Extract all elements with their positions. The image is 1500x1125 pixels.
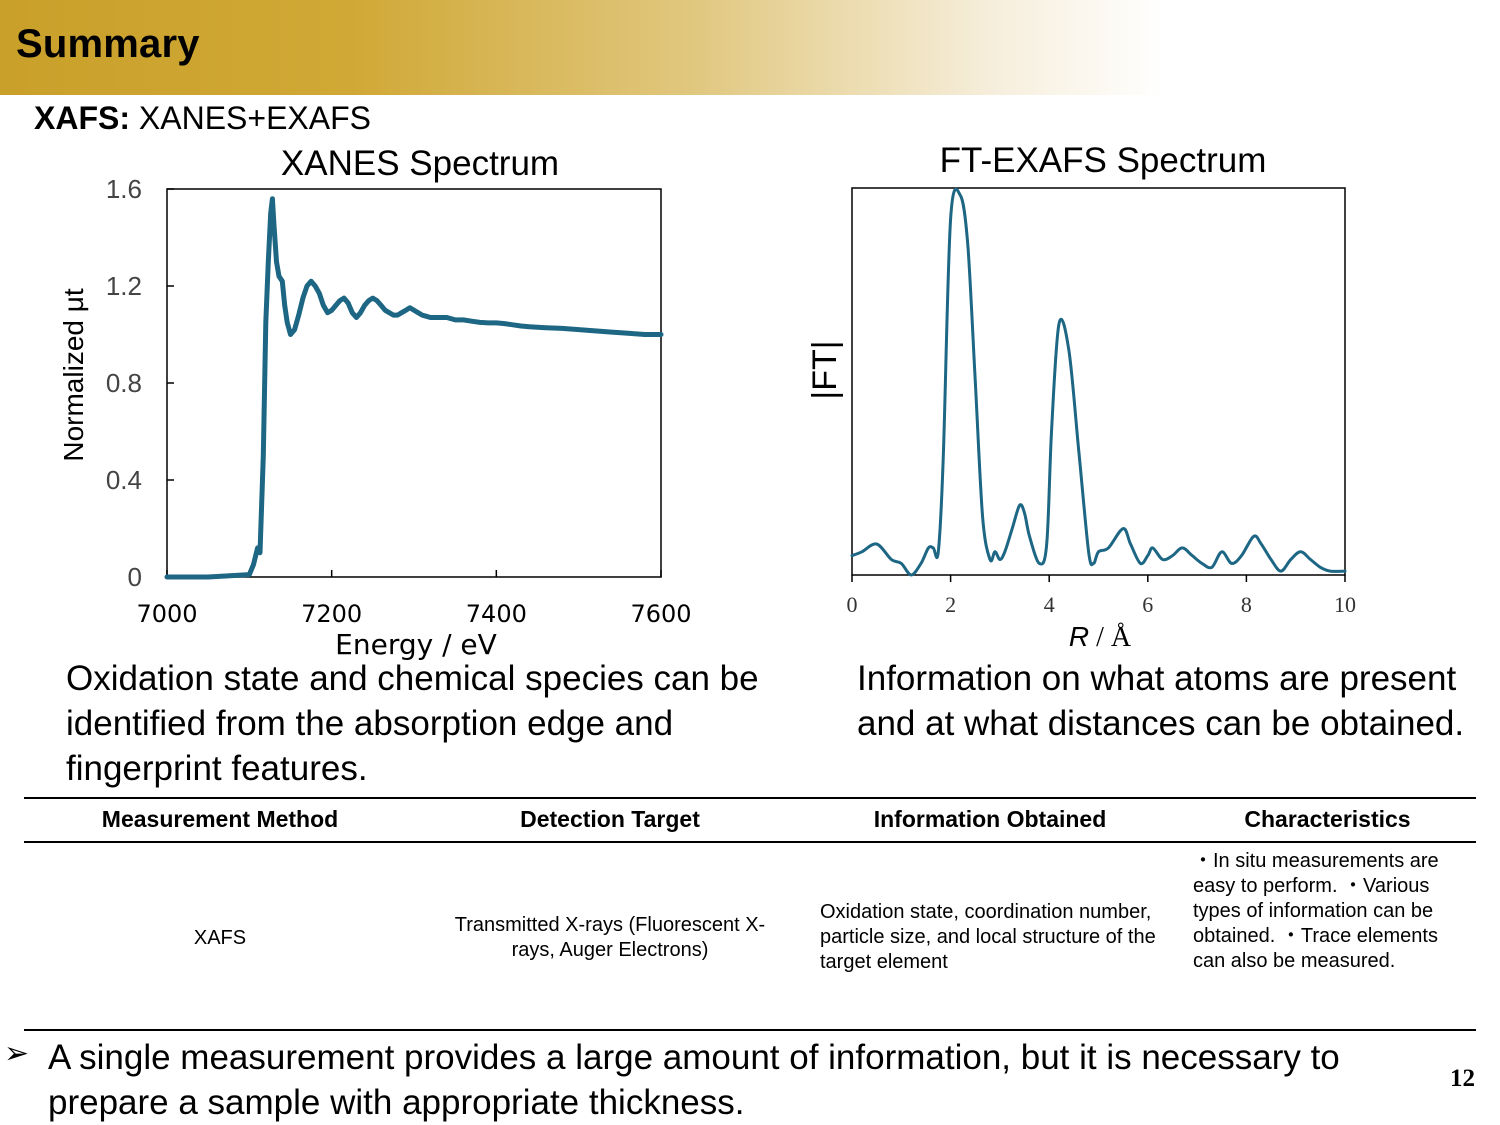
ftexafs-title: FT-EXAFS Spectrum <box>940 141 1267 180</box>
xanes-x-tick-label: 7600 <box>630 600 691 628</box>
xanes-y-tick-label: 1.6 <box>106 174 142 204</box>
charts-canvas: XANES Spectrum 7000 7200 7400 7600 0 0.4 0.8 1… <box>58 141 1356 660</box>
ftexafs-y-label: |FT| <box>806 340 844 399</box>
ftexafs-x-ticks: 0 2 4 6 8 10 <box>847 575 1356 617</box>
ftexafs-plot-frame <box>851 187 1346 576</box>
ftexafs-x-tick-label: 4 <box>1044 592 1055 617</box>
subtitle: XAFS: XANES+EXAFS <box>34 100 371 137</box>
ftexafs-x-tick-label: 10 <box>1334 592 1356 617</box>
slide-title: Summary <box>16 22 200 66</box>
subtitle-bold: XAFS: <box>34 100 130 136</box>
xanes-y-tick-label: 0.4 <box>106 465 142 495</box>
xanes-x-label: Energy / eV <box>335 628 497 660</box>
xanes-series-line <box>164 196 664 580</box>
xanes-y-ticks: 0 0.4 0.8 1.2 1.6 <box>106 174 174 592</box>
ftexafs-chart: FT-EXAFS Spectrum 0 2 4 6 8 10 R / Å |FT| <box>806 141 1356 653</box>
xanes-x-tick-label: 7400 <box>466 600 527 628</box>
xanes-plot-frame <box>166 188 662 578</box>
table-header-target: Detection Target <box>520 806 700 832</box>
xanes-y-tick-label: 1.2 <box>106 271 142 301</box>
ftexafs-x-label-italic: R <box>1069 621 1089 652</box>
ftexafs-series-line <box>850 187 1347 577</box>
ftexafs-x-tick-label: 0 <box>847 592 858 617</box>
table-cell-target: Transmitted X-rays (Fluorescent X-rays, … <box>454 914 766 961</box>
table-bottom-rule <box>24 1029 1476 1031</box>
ftexafs-x-tick-label: 8 <box>1241 592 1252 617</box>
xanes-x-tick-label: 7200 <box>301 600 362 628</box>
xanes-title: XANES Spectrum <box>281 144 559 183</box>
ftexafs-x-tick-label: 2 <box>945 592 956 617</box>
ftexafs-x-tick-label: 6 <box>1142 592 1153 617</box>
table-header-method: Measurement Method <box>101 806 339 832</box>
subtitle-rest: XANES+EXAFS <box>130 100 371 136</box>
xanes-chart: XANES Spectrum 7000 7200 7400 7600 0 0.4 0.8 1… <box>58 144 692 660</box>
ftexafs-x-label: R / Å <box>1069 621 1132 653</box>
page-number: 12 <box>1450 1065 1475 1092</box>
ftexafs-x-label-rest: / Å <box>1089 622 1132 653</box>
table-top-rule <box>24 797 1476 799</box>
bullet-arrow-icon: ➢ <box>4 1037 30 1070</box>
xanes-x-ticks: 7000 7200 7400 7600 <box>136 570 692 628</box>
header-band <box>0 0 1165 95</box>
table-header-info: Information Obtained <box>873 806 1107 832</box>
table-header-characteristics: Characteristics <box>1244 806 1411 832</box>
table-cell-characteristics: ・In situ measurements are easy to perfor… <box>1193 850 1439 972</box>
table-cell-method: XAFS <box>193 927 247 949</box>
table-cell-info: Oxidation state, coordination number, pa… <box>820 901 1156 973</box>
xanes-y-tick-label: 0.8 <box>106 368 142 398</box>
bottom-note: A single measurement provides a large am… <box>48 1038 1340 1122</box>
xanes-y-tick-label: 0 <box>128 562 142 592</box>
table-header-rule <box>24 841 1476 843</box>
xanes-y-label: Normalized μt <box>58 288 89 462</box>
xanes-x-tick-label: 7000 <box>136 600 197 628</box>
xanes-description: Oxidation state and chemical species can… <box>66 659 759 788</box>
exafs-description: Information on what atoms are present an… <box>857 659 1465 743</box>
